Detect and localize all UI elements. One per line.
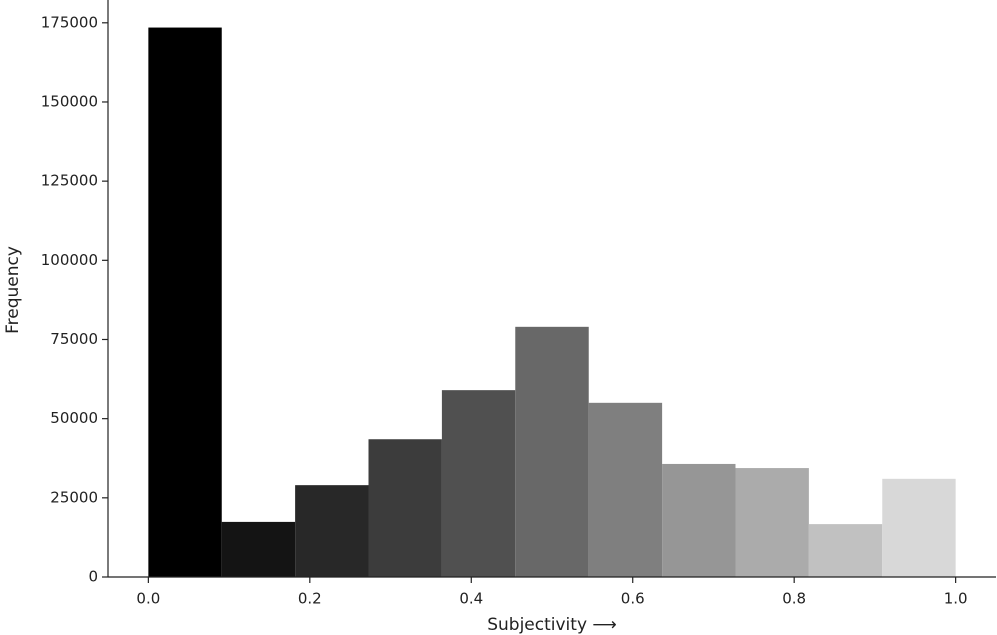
x-tick-label: 0.8 xyxy=(782,590,806,608)
y-tick-label: 150000 xyxy=(41,92,98,110)
bar xyxy=(221,521,296,577)
y-axis-label: Frequency xyxy=(3,246,23,334)
bar xyxy=(515,326,589,577)
y-tick-label: 50000 xyxy=(50,409,98,427)
x-tick-label: 1.0 xyxy=(944,590,968,608)
y-tick-label: 25000 xyxy=(50,488,98,506)
bar xyxy=(295,485,369,577)
bar xyxy=(368,439,442,577)
x-axis-label: Subjectivity ⟶ xyxy=(487,615,617,635)
y-tick-label: 75000 xyxy=(50,330,98,348)
bar xyxy=(662,463,736,577)
y-tick-label: 100000 xyxy=(41,251,98,269)
bar xyxy=(441,390,516,577)
y-tick-label: 0 xyxy=(88,568,98,586)
bar xyxy=(148,27,222,578)
y-tick-label: 125000 xyxy=(41,172,98,190)
bar xyxy=(735,468,809,577)
y-tick-label: 175000 xyxy=(41,13,98,31)
x-tick-label: 0.4 xyxy=(459,590,483,608)
x-tick-label: 0.2 xyxy=(298,590,322,608)
x-tick-label: 0.6 xyxy=(621,590,645,608)
bar xyxy=(588,402,663,577)
bar xyxy=(808,524,883,577)
bar xyxy=(882,478,956,577)
x-tick-label: 0.0 xyxy=(136,590,160,608)
